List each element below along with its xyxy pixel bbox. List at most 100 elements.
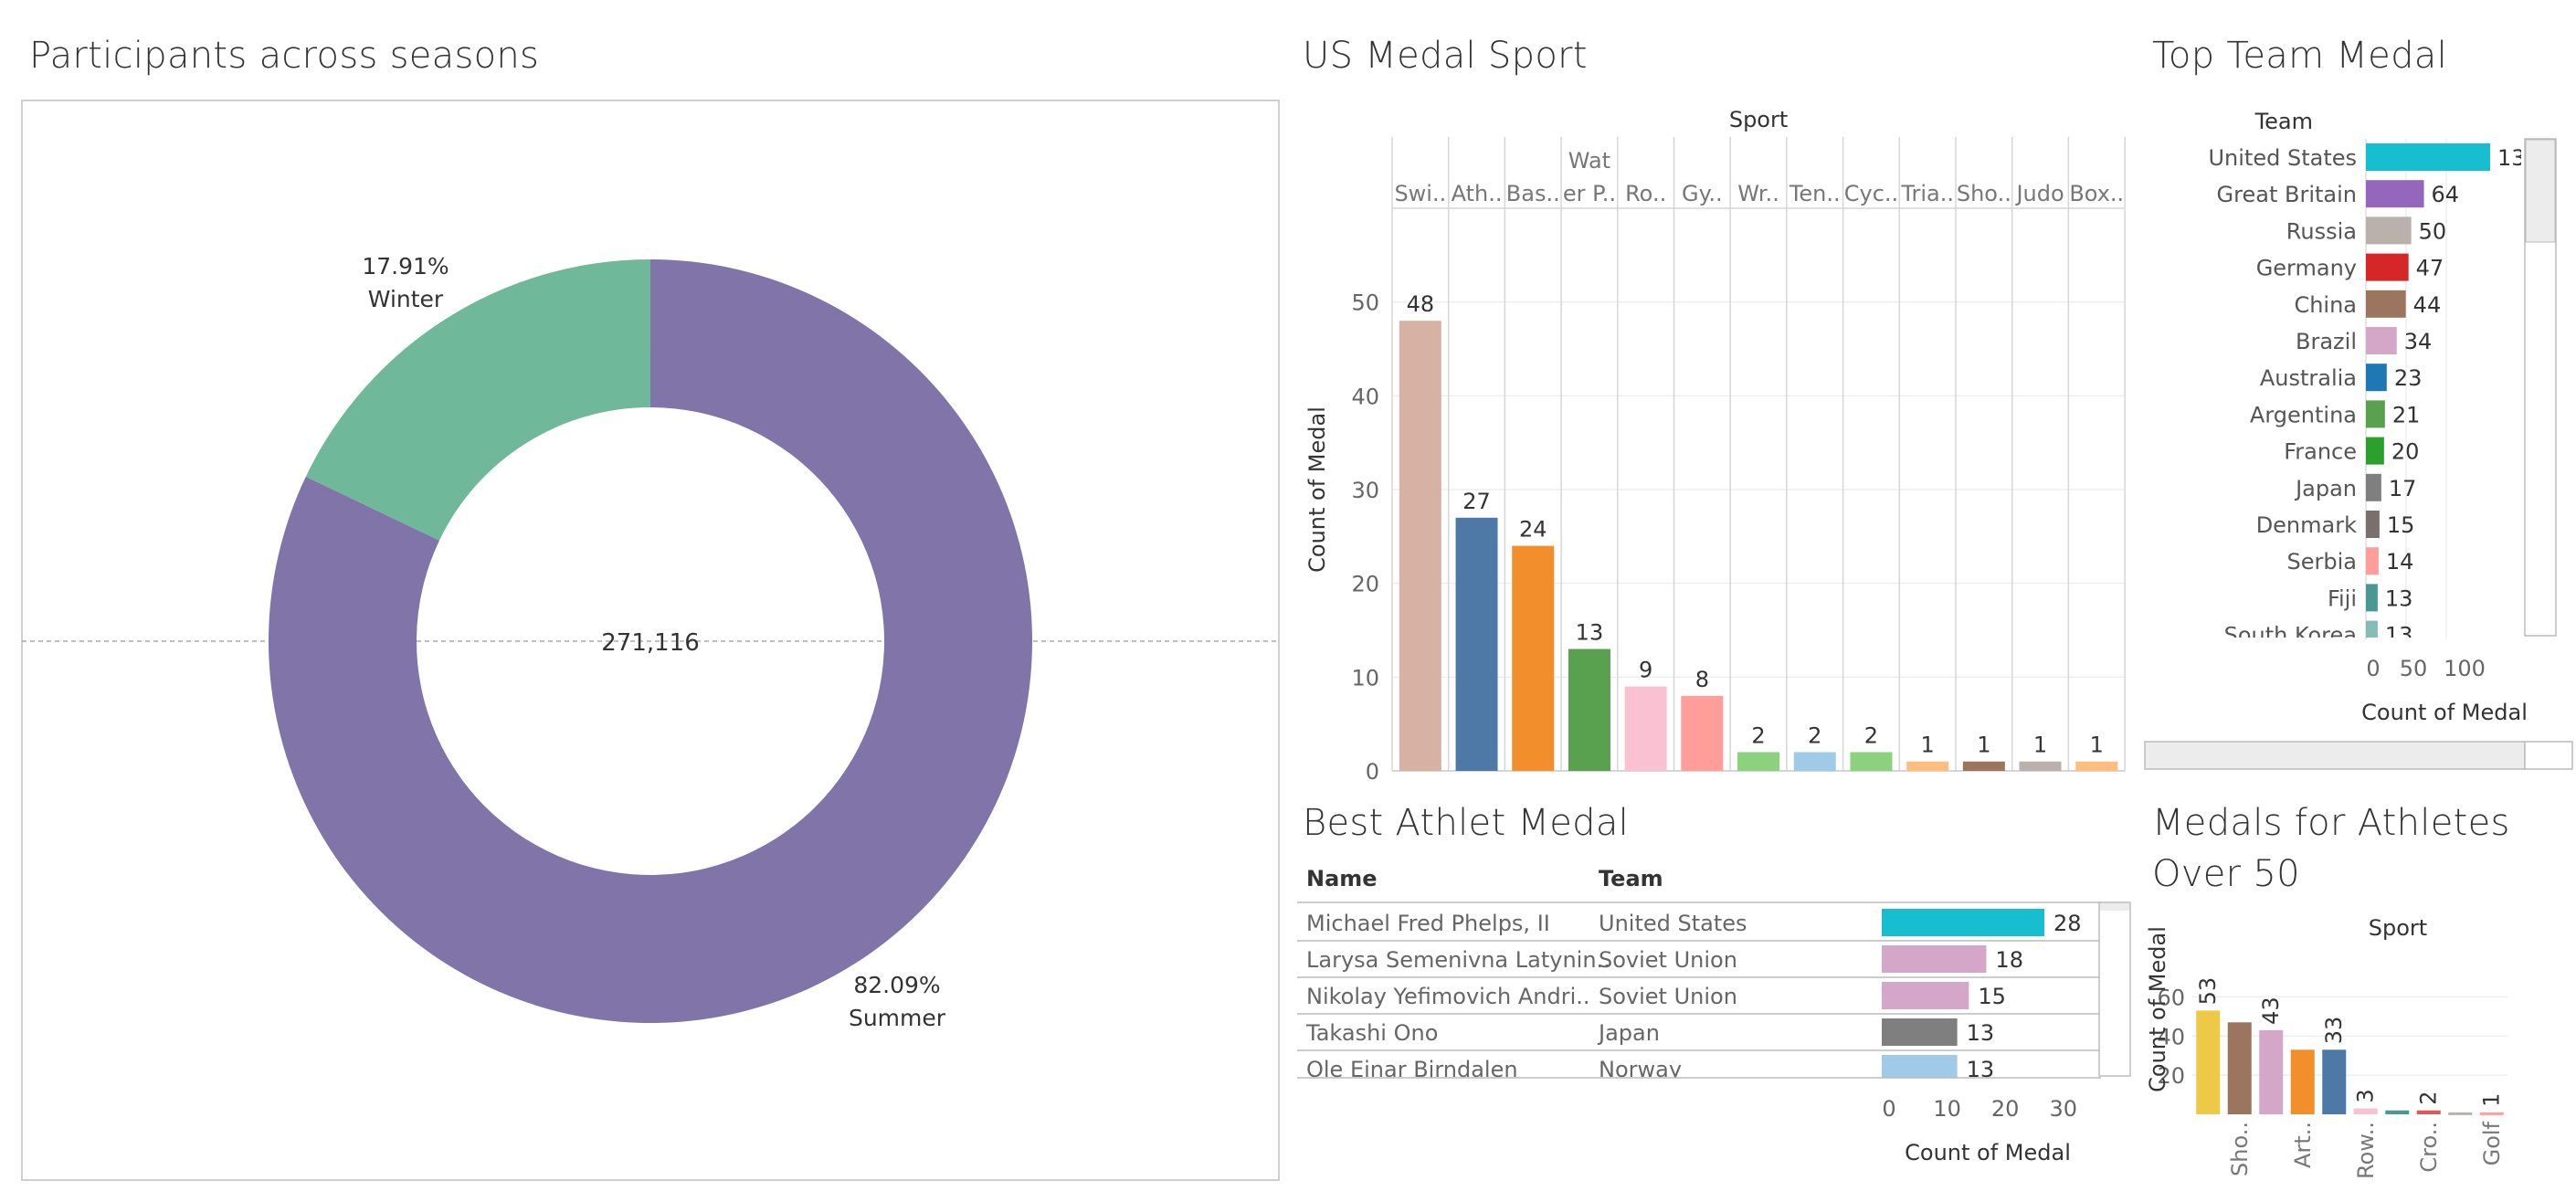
- donut-label-summer-name: Summer: [849, 1005, 946, 1031]
- us-sport-category-label: Ath..: [1452, 181, 1503, 206]
- us-sport-bar-label: 2: [1751, 722, 1765, 748]
- over50-bar: [2259, 1029, 2284, 1114]
- us-sport-category-label: Wat: [1568, 148, 1610, 174]
- donut-slice-summer: [269, 259, 1032, 1023]
- best-athlete-bar: [1882, 909, 2044, 936]
- top-team-rows: United States 13 Great Britain 64 Russia 50 Ge…: [2208, 143, 2526, 648]
- top-team-bar: [2366, 253, 2409, 281]
- top-team-bar: [2366, 327, 2397, 354]
- top-team-row-name: France: [2284, 439, 2357, 465]
- over50-bar-label: 33: [2321, 1017, 2347, 1045]
- top-team-row-name: Denmark: [2256, 512, 2357, 538]
- donut-panel-border: [21, 100, 1280, 1181]
- top-team-vscroll-thumb[interactable]: [2525, 139, 2556, 243]
- best-athlete-bar: [1882, 1018, 1958, 1046]
- over50-ytick: 60: [2157, 985, 2185, 1010]
- top-team-bar: [2366, 547, 2379, 575]
- us-sport-bar: [1624, 686, 1667, 771]
- best-athlete-title: Best Athlet Medal: [1303, 802, 1630, 844]
- top-team-bar-label: 17: [2389, 476, 2417, 501]
- us-sport-category-label: Tria..: [1900, 181, 1954, 206]
- over50-bar: [2227, 1022, 2252, 1114]
- us-sport-bar-label: 27: [1462, 489, 1491, 514]
- top-team-hscroll-thumb[interactable]: [2144, 741, 2526, 770]
- us-sport-ylabel: Count of Medal: [1304, 406, 1330, 573]
- best-athlete-bar-label: 13: [1967, 1020, 1995, 1046]
- top-team-row-name: Russia: [2286, 218, 2357, 244]
- top-team-xtick: 50: [2400, 656, 2428, 681]
- us-sport-category-label: Wr..: [1737, 181, 1779, 206]
- donut-title: Participants across seasons: [29, 35, 540, 77]
- top-team-row-name: Germany: [2256, 256, 2357, 281]
- us-sport-bar-label: 24: [1519, 517, 1547, 543]
- best-athlete-row-team: United States: [1599, 911, 1747, 936]
- us-sport-bar-chart: Sport 0 10 20 30 40 50 Swi.. 48 Ath.. 27 Bas.. 24 Wat…: [1304, 107, 2126, 785]
- us-sport-bar-label: 13: [1576, 620, 1604, 646]
- us-sport-bar-label: 48: [1407, 291, 1435, 317]
- us-sport-bar: [2075, 761, 2118, 771]
- over50-bar: [2416, 1110, 2441, 1114]
- over50-bar: [2196, 1010, 2221, 1114]
- us-sport-category-label: Gy..: [1682, 181, 1723, 206]
- top-team-bar-label: 13: [2497, 145, 2526, 171]
- best-athlete-xtick: 10: [1933, 1096, 1961, 1122]
- top-team-row-name: Great Britain: [2217, 182, 2357, 207]
- best-athlete-row-team: Soviet Union: [1599, 947, 1737, 973]
- us-sport-category-label: Sho..: [1957, 181, 2011, 206]
- over50-bar-label: 2: [2416, 1091, 2442, 1104]
- top-team-row-name: Japan: [2294, 476, 2357, 501]
- top-team-bar: [2366, 216, 2412, 245]
- donut-label-summer-pct: 82.09%: [853, 972, 940, 998]
- best-athlete-vscroll-thumb[interactable]: [2100, 903, 2129, 911]
- top-team-hscroll-track[interactable]: [2524, 741, 2573, 770]
- over50-bar: [2448, 1112, 2473, 1115]
- best-athlete-vscroll-track[interactable]: [2098, 902, 2131, 1077]
- us-sport-category-label: Bas..: [1506, 181, 1560, 206]
- best-athlete-bar-label: 15: [1978, 984, 2006, 1009]
- best-athlete-xtick: 30: [2049, 1096, 2077, 1122]
- us-sport-bar: [1568, 648, 1610, 771]
- best-athlete-bar-label: 18: [1995, 947, 2023, 973]
- best-athlete-col-name: Name: [1306, 866, 1378, 891]
- top-team-bar: [2366, 584, 2378, 612]
- over50-category-label: Golf: [2479, 1121, 2505, 1165]
- top-team-bar-label: 21: [2392, 402, 2421, 427]
- over50-bar: [2290, 1049, 2315, 1114]
- top-team-bar-label: 23: [2394, 365, 2423, 391]
- top-team-title: Top Team Medal: [2152, 35, 2447, 77]
- top-team-row-name: Australia: [2260, 365, 2357, 391]
- top-team-header: Team: [2254, 109, 2313, 134]
- top-team-row-name: Fiji: [2328, 585, 2357, 611]
- top-team-bar-label: 44: [2413, 292, 2442, 318]
- top-team-row-name: Brazil: [2296, 329, 2357, 354]
- us-sport-bar: [1793, 752, 1836, 771]
- best-athlete-row-name: Michael Fred Phelps, II: [1306, 911, 1550, 936]
- best-athlete-xlabel: Count of Medal: [1905, 1140, 2071, 1165]
- donut-label-winter-name: Winter: [368, 286, 444, 312]
- over50-ytick: 40: [2157, 1024, 2185, 1049]
- us-sport-bar: [1512, 545, 1555, 771]
- best-athlete-col-team: Team: [1599, 866, 1663, 891]
- top-team-row-name: South Korea: [2224, 623, 2357, 648]
- us-sport-bar: [1906, 761, 1949, 771]
- donut-slice-winter: [305, 259, 650, 541]
- us-sport-bar-label: 2: [1864, 722, 1878, 748]
- us-sport-title: US Medal Sport: [1303, 35, 1588, 77]
- over50-category-label: Cro..: [2416, 1122, 2442, 1173]
- us-sport-category-label: Ten..: [1789, 181, 1841, 206]
- over50-bar-label: 1: [2479, 1093, 2505, 1107]
- over50-category-label: Art..: [2290, 1122, 2316, 1168]
- us-sport-bar-label: 1: [2033, 733, 2047, 758]
- over50-title-line1: Medals for Athletes: [2152, 802, 2510, 844]
- us-sport-bar-label: 1: [1977, 733, 1990, 758]
- us-sport-category-label: Cyc..: [1844, 181, 1898, 206]
- top-team-xtick: 0: [2366, 656, 2380, 681]
- donut-label-winter-pct: 17.91%: [362, 253, 449, 279]
- over50-bar-label: 53: [2195, 977, 2221, 1006]
- over50-ytick: 20: [2157, 1063, 2185, 1089]
- over50-title-line2: Over 50: [2152, 853, 2300, 895]
- us-sport-bar: [1962, 761, 2005, 771]
- donut-chart: 271,116 17.91% Winter 82.09% Summer: [21, 100, 1280, 1181]
- best-athlete-row-name: Larysa Semenivna Latynin..: [1306, 947, 1610, 973]
